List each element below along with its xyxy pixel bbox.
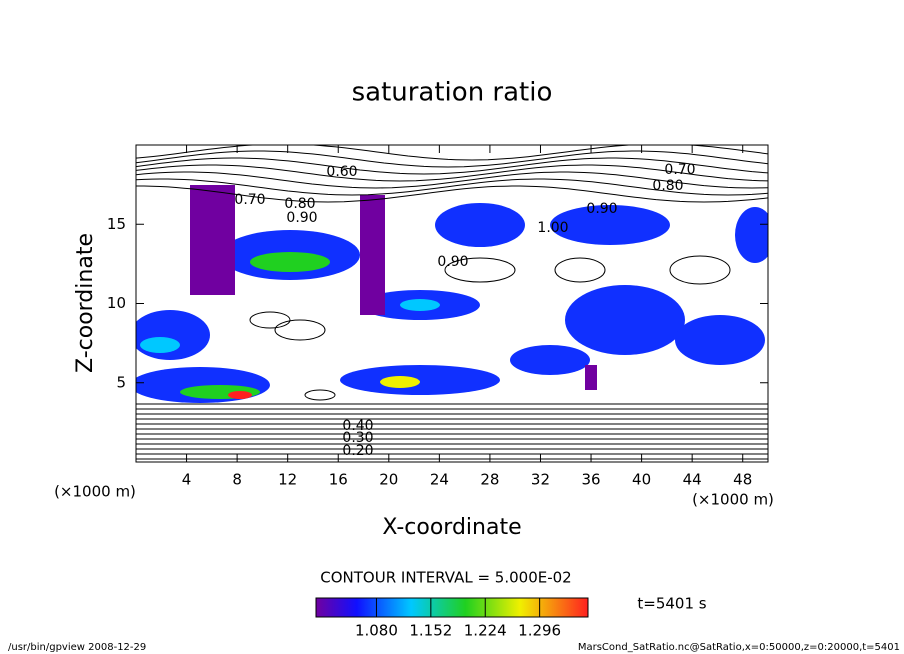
contour-label: 0.60	[326, 164, 357, 180]
contour-line	[274, 319, 326, 341]
contour-label: 0.30	[342, 430, 373, 446]
contour-line	[136, 157, 768, 175]
y-tick-label: 15	[107, 215, 126, 233]
y-unit: (×1000 m)	[54, 483, 136, 501]
time-label: t=5401 s	[637, 595, 706, 613]
contour-line	[554, 257, 606, 283]
x-unit: (×1000 m)	[692, 491, 774, 509]
contour-interval: CONTOUR INTERVAL = 5.000E-02	[320, 569, 571, 587]
y-tick-label: 10	[107, 294, 126, 312]
x-tick-label: 48	[733, 471, 752, 489]
colorbar-tick-label: 1.080	[355, 622, 398, 640]
x-tick-label: 44	[683, 471, 702, 489]
contour-line	[669, 255, 731, 285]
contour-label: 0.80	[652, 178, 683, 194]
x-tick-label: 32	[531, 471, 550, 489]
colorbar	[315, 597, 589, 618]
x-tick-label: 16	[329, 471, 348, 489]
chart-title: saturation ratio	[352, 78, 553, 108]
contour-line	[136, 178, 768, 196]
contour-line	[444, 257, 516, 283]
footer-left: /usr/bin/gpview 2008-12-29	[8, 642, 146, 653]
contour-line	[304, 389, 336, 401]
contour-label: 0.20	[342, 443, 373, 459]
x-tick-label: 28	[480, 471, 499, 489]
contour-line	[136, 171, 768, 189]
contour-line	[249, 311, 291, 329]
contour-line	[136, 164, 768, 182]
contour-label: 0.80	[284, 196, 315, 212]
contour-label: 0.90	[586, 201, 617, 217]
field	[136, 185, 768, 403]
contour-label: 0.70	[664, 162, 695, 178]
y-tick-label: 5	[116, 373, 126, 391]
x-tick-label: 20	[379, 471, 398, 489]
x-tick-label: 40	[632, 471, 651, 489]
x-tick-label: 24	[430, 471, 449, 489]
contour-label: 0.90	[437, 254, 468, 270]
contour-label: 0.90	[286, 210, 317, 226]
x-tick-label: 36	[581, 471, 600, 489]
contour-lines	[136, 145, 768, 460]
y-axis-label: Z-coordinate	[73, 233, 98, 373]
contour-label: 1.00	[537, 220, 568, 236]
x-tick-label: 8	[232, 471, 242, 489]
x-axis-label: X-coordinate	[382, 515, 521, 540]
contour-line	[136, 150, 768, 168]
colorbar-tick-label: 1.296	[518, 622, 561, 640]
contour-label: 0.70	[234, 192, 265, 208]
colorbar-tick-label: 1.224	[464, 622, 507, 640]
x-tick-label: 4	[182, 471, 192, 489]
contour-label: 0.40	[342, 418, 373, 434]
contour-line	[136, 185, 768, 203]
colorbar-tick-label: 1.152	[409, 622, 452, 640]
contour-line	[136, 145, 768, 161]
x-tick-label: 12	[278, 471, 297, 489]
footer-right: MarsCond_SatRatio.nc@SatRatio,x=0:50000,…	[578, 642, 900, 653]
